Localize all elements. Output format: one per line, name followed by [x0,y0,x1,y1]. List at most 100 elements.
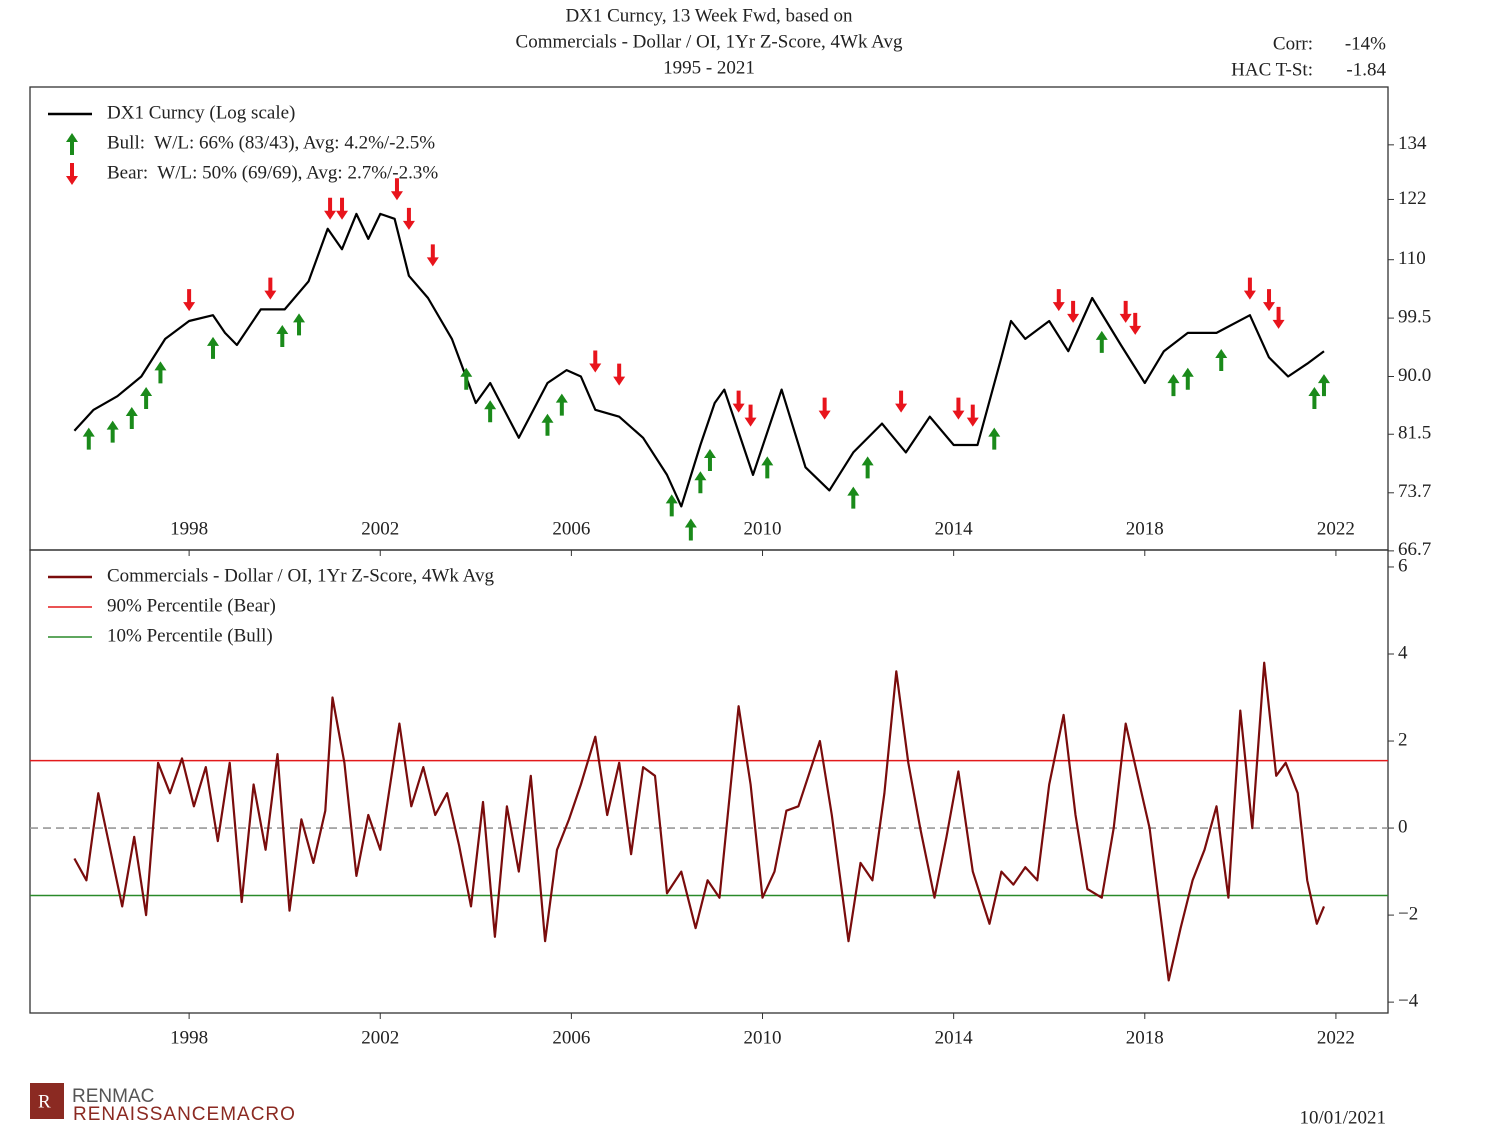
x-tick-label: 2006 [552,518,590,539]
series-line [73,661,1326,982]
legend-label: DX1 Curncy (Log scale) [107,102,295,123]
logo-glyph: R [38,1091,51,1112]
signal-arrow [861,456,874,479]
signal-arrow [1067,300,1080,323]
signal-arrow [106,420,119,443]
y-tick-label: 122 [1398,188,1427,209]
chart-subtitle: 1995 - 2021 [663,57,755,78]
signal-arrow [276,325,289,348]
y-tick-label: −4 [1398,990,1419,1011]
signal-arrow [1215,349,1228,372]
date: 10/01/2021 [1299,1107,1386,1128]
x-tick-label: 2022 [1317,1027,1355,1048]
signal-arrow [336,197,349,220]
signal-arrow [140,386,153,409]
legend-swatch [66,163,78,185]
stat-value: -14% [1345,33,1386,54]
signal-arrow [895,390,908,413]
legend-label: 90% Percentile (Bear) [107,595,276,616]
signal-arrow [484,400,497,423]
x-tick-label: 2014 [935,1027,974,1048]
y-tick-label: 73.7 [1398,481,1431,502]
x-tick-label: 1998 [170,1027,208,1048]
x-tick-label: 2010 [744,1027,782,1048]
x-tick-label: 2014 [935,518,974,539]
panel-frame [29,549,1389,1014]
signal-arrow [460,367,473,390]
logo-tagline: RENAISSANCEMACRO [73,1104,296,1125]
signal-arrow [82,427,95,450]
logo-name: RENMAC [72,1086,154,1107]
signal-arrow [154,361,167,384]
stat-label: Corr: [1273,33,1313,54]
x-tick-label: 2010 [744,518,782,539]
signal-arrow [665,494,678,517]
y-tick-label: 6 [1398,555,1408,576]
chart-title: Commercials - Dollar / OI, 1Yr Z-Score, … [516,31,903,52]
signal-arrow [988,427,1001,450]
x-tick-label: 2002 [361,1027,399,1048]
signal-arrow [744,404,757,427]
signal-arrow [1119,300,1132,323]
signal-arrow [426,244,439,267]
y-tick-label: −2 [1398,903,1418,924]
signal-arrow [207,336,220,359]
signal-arrow [952,397,965,420]
y-tick-label: 66.7 [1398,539,1431,560]
y-tick-label: 0 [1398,816,1408,837]
signal-arrow [1129,312,1142,335]
x-tick-label: 2006 [552,1027,590,1048]
signal-arrow [1317,374,1330,397]
signal-arrow [847,486,860,509]
logo: R RENMAC RENAISSANCEMACRO [30,1083,296,1125]
signal-arrow [684,518,697,541]
signal-arrow [589,350,602,373]
y-tick-label: 99.5 [1398,306,1431,327]
y-tick-label: 2 [1398,729,1408,750]
signal-arrow [1263,289,1276,312]
signal-arrow [390,178,403,201]
signal-arrow [1243,277,1256,300]
stat-label: HAC T-St: [1231,59,1313,80]
signal-arrow [1272,306,1285,329]
signal-arrow [703,449,716,472]
signal-arrow [761,456,774,479]
signal-arrow [555,393,568,416]
signal-arrow [1095,330,1108,353]
chart-title: DX1 Curncy, 13 Week Fwd, based on [565,5,853,26]
signal-arrow [1167,374,1180,397]
signal-arrow [264,277,277,300]
x-tick-label: 2002 [361,518,399,539]
y-tick-label: 90.0 [1398,365,1431,386]
y-tick-label: 134 [1398,133,1427,154]
signal-arrow [293,313,306,336]
x-tick-label: 1998 [170,518,208,539]
signal-arrow [183,289,196,312]
signal-arrow [125,406,138,429]
x-tick-label: 2018 [1126,518,1164,539]
signal-arrow [732,390,745,413]
legend-label: Bull: W/L: 66% (83/43), Avg: 4.2%/-2.5% [107,132,435,153]
logo-icon [30,1083,64,1119]
series-line [73,212,1325,508]
signal-arrow [694,471,707,494]
legend-label: Bear: W/L: 50% (69/69), Avg: 2.7%/-2.3% [107,162,438,183]
signal-arrow [966,404,979,427]
legend-swatch [66,133,78,155]
signal-arrow [541,413,554,436]
signal-arrow [818,397,831,420]
signal-arrow [613,363,626,386]
y-tick-label: 4 [1398,642,1408,663]
x-tick-label: 2018 [1126,1027,1164,1048]
x-tick-label: 2022 [1317,518,1355,539]
signal-arrow [1181,367,1194,390]
signal-arrow [1052,289,1065,312]
legend-label: 10% Percentile (Bull) [107,625,273,646]
y-tick-label: 110 [1398,248,1426,269]
signal-arrow [324,197,337,220]
y-tick-label: 81.5 [1398,423,1431,444]
signal-arrow [1308,386,1321,409]
legend-label: Commercials - Dollar / OI, 1Yr Z-Score, … [107,565,494,586]
